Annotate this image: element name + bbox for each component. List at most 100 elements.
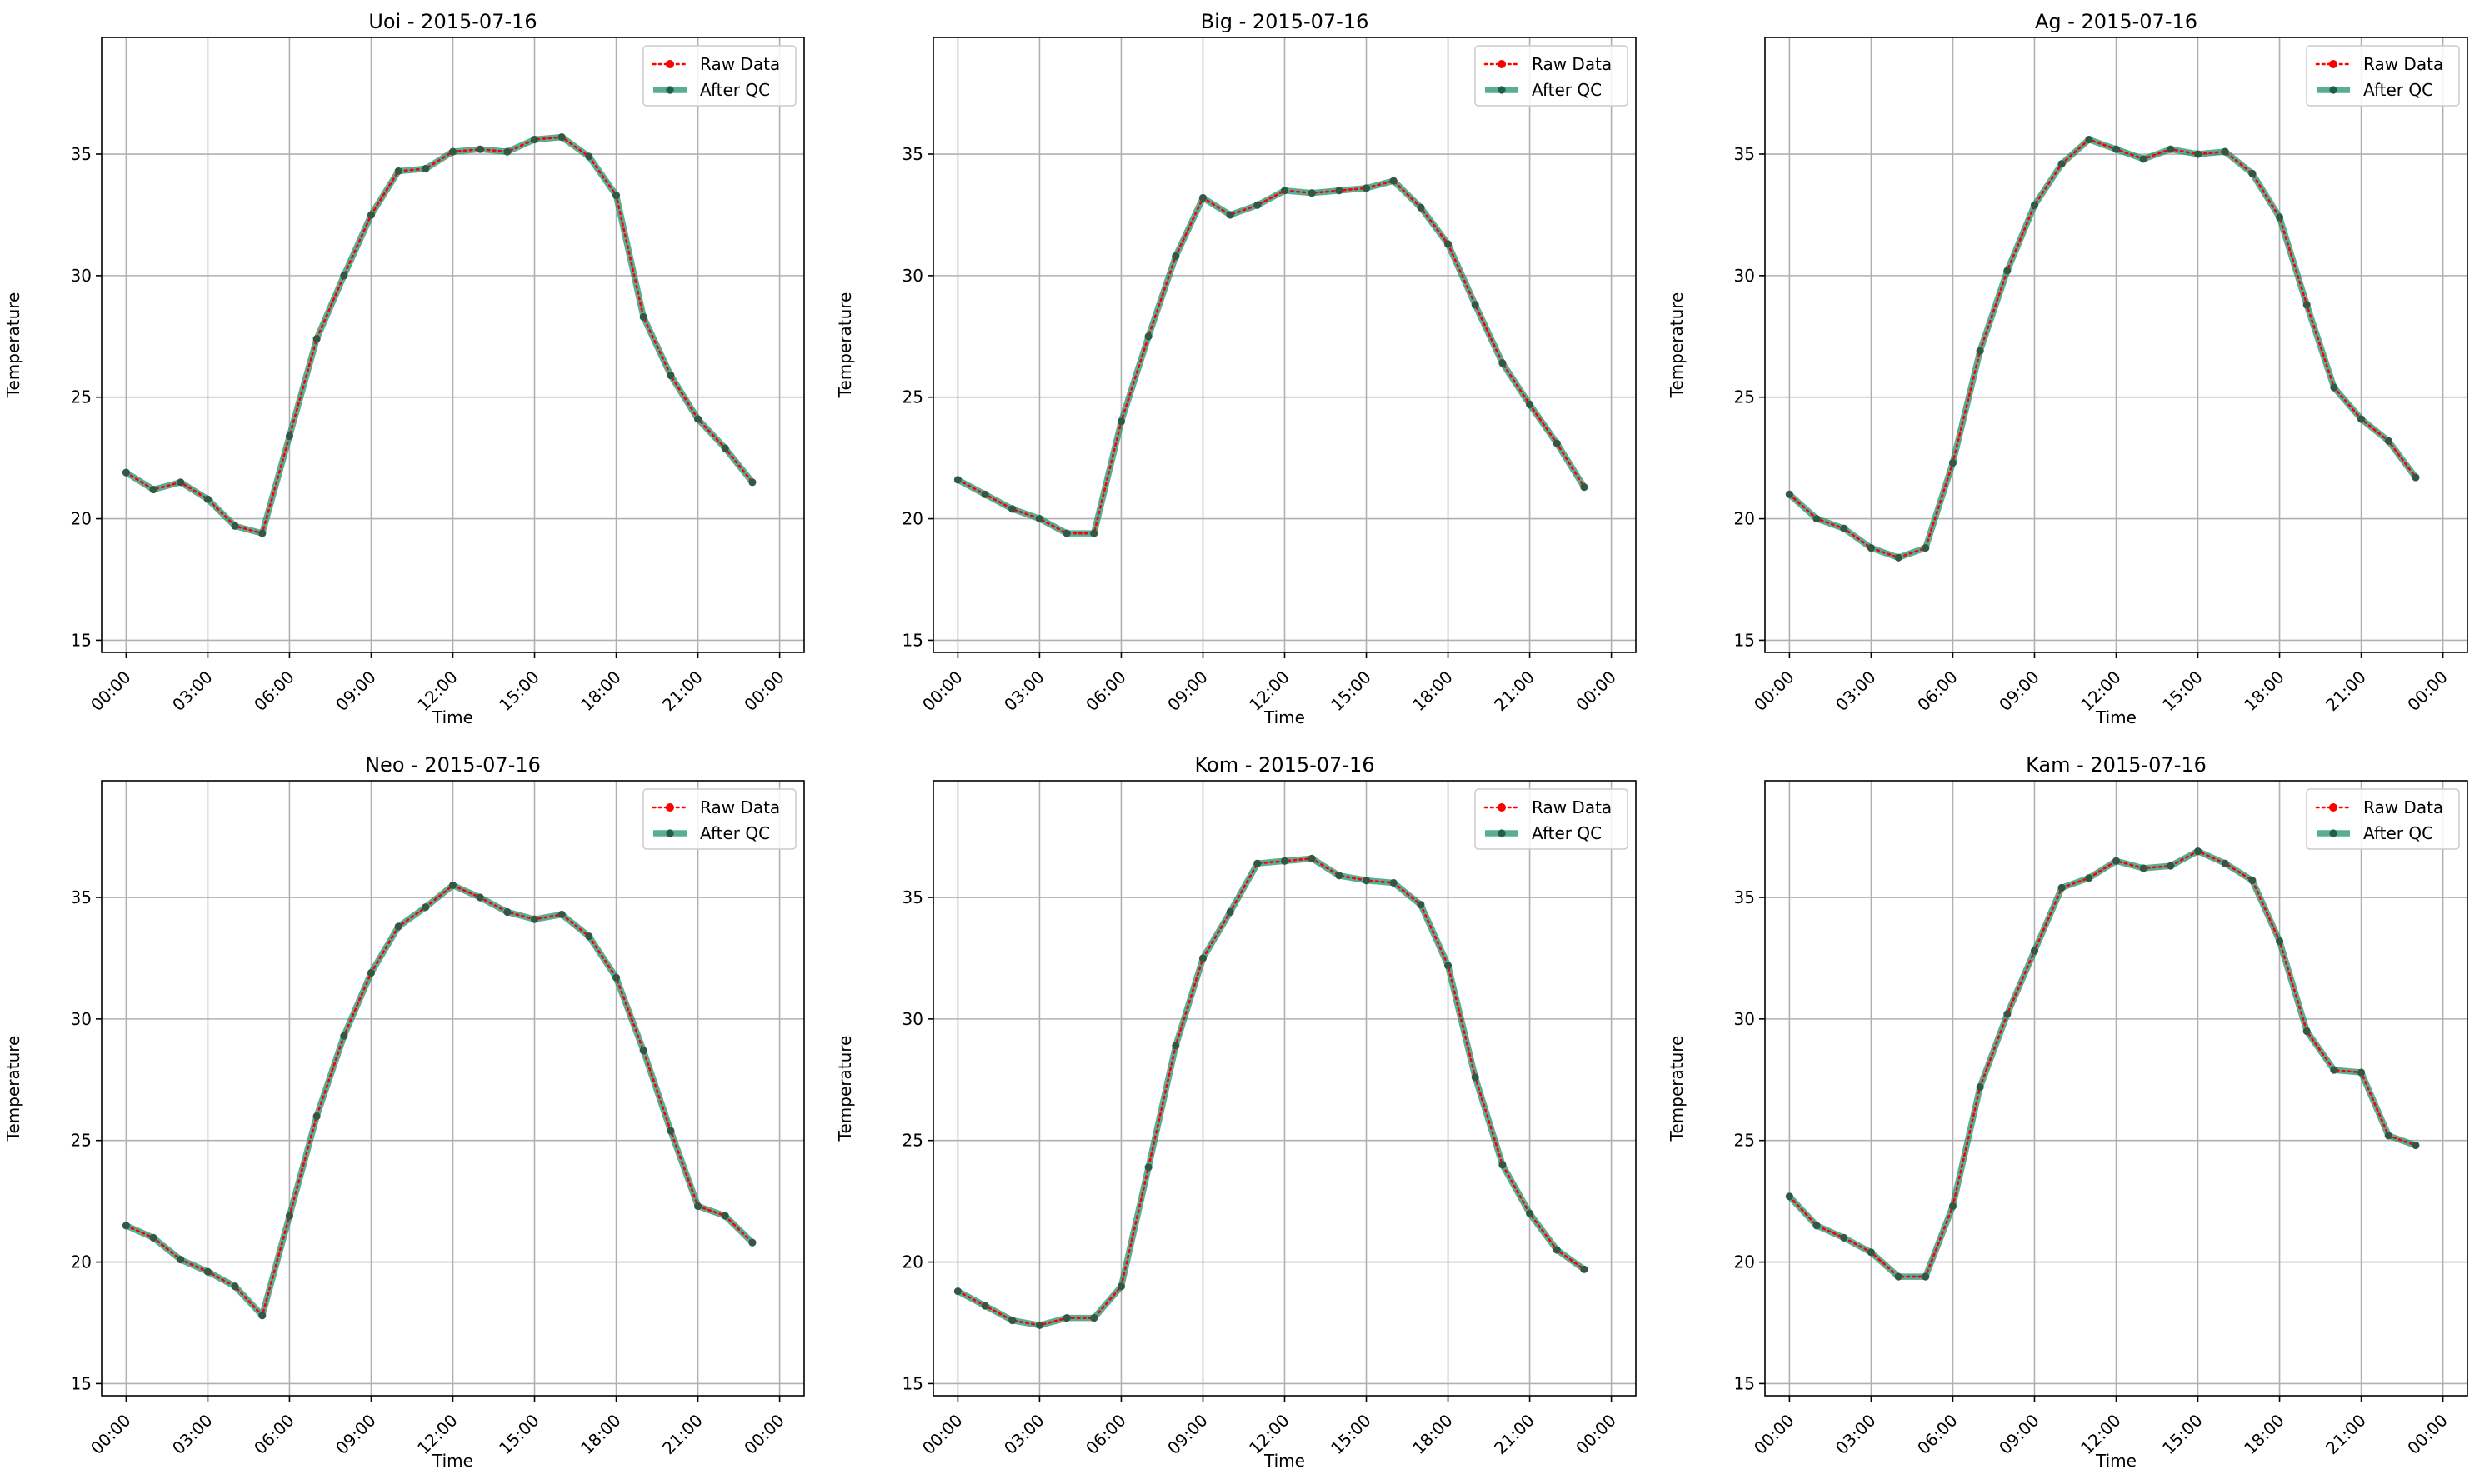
legend-marker-after-qc (1498, 829, 1506, 837)
y-tick-label: 30 (902, 266, 923, 286)
after-qc-point (1226, 211, 1234, 219)
x-tick-label: 18:00 (2240, 667, 2288, 715)
legend-marker-raw-data (2329, 60, 2338, 68)
after-qc-point (1976, 1082, 1984, 1092)
after-qc-point (639, 1047, 648, 1055)
x-tick-label: 03:00 (1832, 1410, 1880, 1458)
chart-title: Neo - 2015-07-16 (365, 753, 541, 777)
x-tick-label: 00:00 (2403, 667, 2452, 715)
x-tick-label: 09:00 (332, 667, 380, 715)
chart-title: Big - 2015-07-16 (1201, 10, 1369, 33)
legend-label: After QC (700, 823, 770, 843)
x-tick-label: 18:00 (577, 667, 625, 715)
legend-marker-raw-data (1498, 60, 1506, 68)
after-qc-point (2275, 937, 2284, 946)
y-tick-label: 30 (71, 1009, 92, 1029)
after-qc-point (1389, 177, 1398, 185)
after-qc-point (177, 1256, 185, 1264)
legend-label: Raw Data (1532, 797, 1612, 817)
after-qc-point (2139, 864, 2148, 872)
after-qc-point (1035, 514, 1044, 523)
after-qc-point (1498, 359, 1507, 367)
series-line-raw-data (1788, 138, 2418, 559)
after-qc-point (2412, 1141, 2420, 1150)
chart-panel: 00:00 03:00 06:00 09:00 12:00 15:00 18:00 21:00… (1667, 753, 2468, 1471)
grid (933, 37, 1636, 652)
chart-title: Uoi - 2015-07-16 (368, 10, 537, 33)
after-qc-point (748, 1238, 757, 1247)
after-qc-point (2112, 145, 2121, 153)
series-line-after-qc (122, 882, 756, 1319)
after-qc-point (2384, 437, 2392, 445)
x-tick-label: 00:00 (740, 1410, 788, 1458)
after-qc-point (558, 910, 566, 919)
chart-title: Kom - 2015-07-16 (1195, 753, 1375, 777)
y-tick-label: 20 (71, 1252, 92, 1272)
x-axis-label: Time (432, 707, 473, 727)
legend: Raw Data After QC (1474, 788, 1628, 850)
x-tick-label: 00:00 (1750, 667, 1798, 715)
y-tick-label: 25 (1734, 387, 1755, 407)
after-qc-point (1948, 458, 1958, 467)
x-tick-label: 00:00 (918, 1410, 967, 1458)
legend-label: After QC (2363, 823, 2433, 843)
after-qc-point (1976, 347, 1984, 355)
legend-marker-after-qc (2329, 829, 2338, 837)
y-axis-label: Temperature (3, 1036, 23, 1142)
after-qc-point (2384, 1132, 2392, 1140)
x-tick-label: 09:00 (1995, 1410, 2043, 1458)
legend: Raw Data After QC (642, 45, 797, 107)
after-qc-point (2412, 473, 2420, 482)
after-qc-point (1280, 857, 1289, 865)
after-qc-point (953, 1287, 962, 1296)
after-qc-point (149, 1233, 158, 1242)
after-qc-point (667, 371, 675, 380)
y-axis-label: Temperature (3, 292, 23, 399)
y-tick-label: 15 (902, 1373, 923, 1393)
after-qc-point (476, 893, 484, 902)
after-qc-point (1090, 529, 1098, 537)
after-qc-point (2357, 415, 2366, 423)
after-qc-point (1062, 1314, 1071, 1322)
legend-marker-raw-data (666, 803, 674, 812)
x-tick-label: 21:00 (1490, 1410, 1538, 1458)
after-qc-point (721, 444, 729, 452)
after-qc-point (2058, 883, 2066, 892)
after-qc-point (1525, 1209, 1534, 1217)
grid (1765, 37, 2468, 652)
chart-title: Ag - 2015-07-16 (2035, 10, 2198, 33)
y-tick-label: 35 (1734, 887, 1755, 907)
y-tick-label: 25 (1734, 1131, 1755, 1151)
after-qc-point (1867, 543, 1876, 552)
legend-label: Raw Data (700, 797, 780, 817)
y-tick-label: 20 (902, 509, 923, 529)
y-tick-label: 30 (1734, 266, 1755, 286)
series-line-raw-data (1788, 850, 2418, 1278)
after-qc-point (1471, 301, 1479, 309)
after-qc-point (2030, 947, 2039, 955)
after-qc-point (1552, 1246, 1561, 1254)
after-qc-point (1785, 490, 1794, 498)
after-qc-point (2193, 150, 2202, 158)
after-qc-point (231, 1282, 239, 1291)
after-qc-point (981, 490, 989, 498)
after-qc-point (2330, 1066, 2338, 1074)
x-tick-label: 15:00 (495, 667, 543, 715)
after-qc-point (1172, 252, 1180, 261)
after-qc-point (1062, 529, 1071, 537)
legend-marker-after-qc (2329, 86, 2338, 94)
after-qc-point (312, 335, 321, 343)
grid (933, 781, 1636, 1396)
y-tick-label: 25 (71, 1131, 92, 1151)
x-tick-label: 18:00 (1408, 667, 1457, 715)
after-qc-point (258, 529, 267, 537)
after-qc-point (1117, 1282, 1126, 1291)
after-qc-point (2030, 201, 2039, 209)
after-qc-point (340, 272, 348, 280)
x-tick-label: 21:00 (2322, 1410, 2370, 1458)
after-qc-point (1035, 1321, 1044, 1330)
after-qc-point (1894, 553, 1902, 562)
legend-label: After QC (1532, 823, 1602, 843)
grid (102, 37, 804, 652)
after-qc-point (585, 932, 593, 941)
